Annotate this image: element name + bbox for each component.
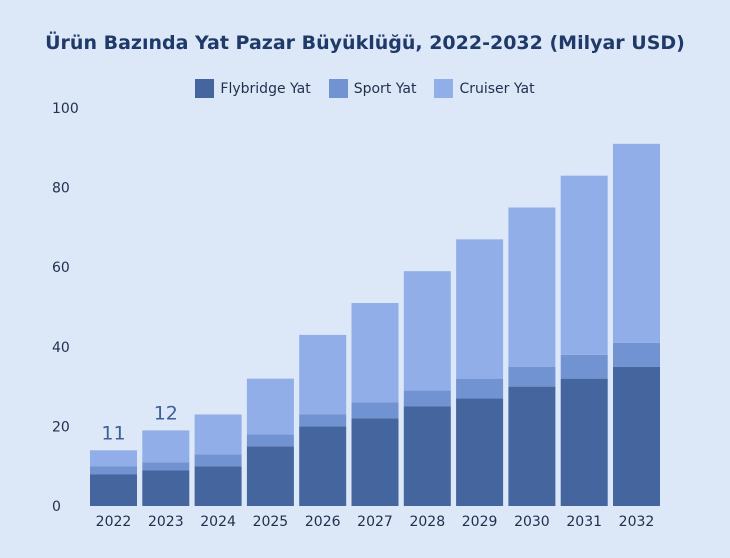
y-tick-label: 60 xyxy=(52,260,70,276)
x-tick-label: 2026 xyxy=(305,514,341,530)
bar-segment-sport-2031 xyxy=(560,354,608,379)
bar-segment-cruiser-2022 xyxy=(90,450,137,467)
bar-segment-sport-2026 xyxy=(299,414,347,427)
bar-segment-sport-2029 xyxy=(456,378,504,399)
bar-segment-flybridge-2029 xyxy=(456,398,504,506)
bar-segment-cruiser-2026 xyxy=(299,334,347,415)
bar-segment-sport-2032 xyxy=(613,342,660,367)
bar-segment-cruiser-2030 xyxy=(508,207,556,367)
bar-segment-flybridge-2030 xyxy=(508,386,556,506)
bar-segment-cruiser-2025 xyxy=(246,378,294,435)
legend-label-sport: Sport Yat xyxy=(353,80,417,97)
bar-segment-flybridge-2022 xyxy=(90,474,137,506)
x-tick-label: 2025 xyxy=(253,514,289,530)
bar-segment-cruiser-2031 xyxy=(560,175,608,355)
bar-segment-cruiser-2023 xyxy=(142,430,190,463)
x-tick-label: 2023 xyxy=(148,514,184,530)
bar-segment-cruiser-2027 xyxy=(351,303,399,403)
legend-swatch-flybridge xyxy=(195,79,215,98)
bar-segment-sport-2024 xyxy=(194,454,242,467)
bar-segment-flybridge-2028 xyxy=(403,406,451,506)
x-tick-label: 2022 xyxy=(96,514,132,530)
x-tick-label: 2027 xyxy=(357,514,393,530)
bar-segment-cruiser-2029 xyxy=(456,239,504,379)
chart-title: Ürün Bazında Yat Pazar Büyüklüğü, 2022-2… xyxy=(45,32,685,54)
bar-segment-flybridge-2031 xyxy=(560,378,608,506)
bar-segment-flybridge-2026 xyxy=(299,426,347,506)
bar-segment-sport-2030 xyxy=(508,366,556,387)
legend-label-cruiser: Cruiser Yat xyxy=(459,80,535,97)
x-tick-label: 2031 xyxy=(566,514,602,530)
bar-segment-cruiser-2024 xyxy=(194,414,242,455)
legend: Flybridge Yat Sport Yat Cruiser Yat xyxy=(0,79,730,98)
y-tick-label: 0 xyxy=(52,499,61,515)
legend-swatch-cruiser xyxy=(434,79,454,98)
legend-item-flybridge: Flybridge Yat xyxy=(195,79,311,98)
y-tick-label: 80 xyxy=(52,181,70,197)
x-tick-label: 2028 xyxy=(409,514,445,530)
bar-segment-sport-2027 xyxy=(351,402,399,419)
bar-segment-flybridge-2023 xyxy=(142,470,190,506)
bar-segment-cruiser-2032 xyxy=(613,143,660,343)
y-tick-label: 20 xyxy=(52,419,70,435)
x-tick-label: 2029 xyxy=(462,514,498,530)
data-label: 12 xyxy=(154,402,178,424)
bar-segment-sport-2023 xyxy=(142,462,190,471)
y-tick-label: 100 xyxy=(52,101,79,117)
bar-segment-sport-2022 xyxy=(90,466,137,475)
x-tick-label: 2032 xyxy=(619,514,655,530)
bar-segment-flybridge-2027 xyxy=(351,418,399,506)
bar-segment-sport-2025 xyxy=(246,434,294,447)
data-label: 11 xyxy=(101,422,125,444)
legend-item-cruiser: Cruiser Yat xyxy=(434,79,535,98)
bar-segment-sport-2028 xyxy=(403,390,451,407)
legend-swatch-sport xyxy=(328,79,348,98)
bar-segment-flybridge-2024 xyxy=(194,466,242,506)
y-tick-label: 40 xyxy=(52,340,70,356)
legend-item-sport: Sport Yat xyxy=(328,79,417,98)
bar-segment-cruiser-2028 xyxy=(403,271,451,391)
bar-segment-flybridge-2032 xyxy=(613,366,660,506)
x-tick-label: 2030 xyxy=(514,514,550,530)
legend-label-flybridge: Flybridge Yat xyxy=(220,80,311,97)
bar-segment-flybridge-2025 xyxy=(246,446,294,506)
x-tick-label: 2024 xyxy=(200,514,236,530)
